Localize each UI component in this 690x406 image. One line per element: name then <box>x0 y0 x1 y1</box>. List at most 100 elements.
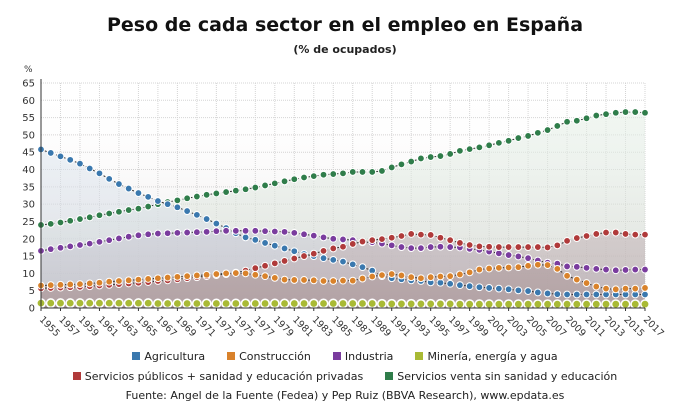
data-point[interactable] <box>358 237 367 246</box>
data-point[interactable] <box>601 299 612 310</box>
data-point[interactable] <box>571 299 582 310</box>
data-point[interactable] <box>319 233 328 242</box>
data-point[interactable] <box>348 260 357 269</box>
data-point[interactable] <box>533 260 542 269</box>
data-point[interactable] <box>464 299 475 310</box>
data-point[interactable] <box>85 213 94 222</box>
data-point[interactable] <box>387 163 396 172</box>
data-point[interactable] <box>543 289 552 298</box>
data-point[interactable] <box>280 275 289 284</box>
data-point[interactable] <box>319 254 328 263</box>
data-point[interactable] <box>563 117 571 126</box>
data-point[interactable] <box>417 154 425 163</box>
data-point[interactable] <box>582 232 591 240</box>
data-point[interactable] <box>407 157 416 166</box>
data-point[interactable] <box>319 277 328 285</box>
data-point[interactable] <box>465 241 474 249</box>
data-point[interactable] <box>641 290 649 299</box>
data-point[interactable] <box>542 299 553 310</box>
data-point[interactable] <box>435 298 446 309</box>
data-point[interactable] <box>474 299 485 310</box>
data-point[interactable] <box>251 235 260 244</box>
data-point[interactable] <box>641 284 649 292</box>
data-point[interactable] <box>543 261 552 269</box>
data-point[interactable] <box>620 299 631 310</box>
data-point[interactable] <box>348 276 357 285</box>
data-point[interactable] <box>329 277 338 285</box>
data-point[interactable] <box>602 110 610 119</box>
data-point[interactable] <box>124 276 133 285</box>
data-point[interactable] <box>329 244 338 253</box>
data-point[interactable] <box>65 298 76 309</box>
data-point[interactable] <box>240 298 251 309</box>
data-point[interactable] <box>582 290 591 299</box>
data-point[interactable] <box>192 192 201 201</box>
data-point[interactable] <box>426 231 435 239</box>
data-point[interactable] <box>415 298 426 309</box>
data-point[interactable] <box>417 274 425 283</box>
data-point[interactable] <box>493 299 504 310</box>
data-point[interactable] <box>485 264 494 273</box>
data-point[interactable] <box>56 152 65 161</box>
data-point[interactable] <box>611 285 620 294</box>
data-point[interactable] <box>641 230 649 239</box>
data-point[interactable] <box>523 299 534 310</box>
data-point[interactable] <box>163 200 172 209</box>
data-point[interactable] <box>465 268 474 277</box>
data-point[interactable] <box>592 290 601 299</box>
data-point[interactable] <box>426 273 435 282</box>
data-point[interactable] <box>45 298 56 309</box>
data-point[interactable] <box>582 263 591 272</box>
data-point[interactable] <box>621 230 630 238</box>
data-point[interactable] <box>154 229 162 238</box>
data-point[interactable] <box>397 160 406 169</box>
data-point[interactable] <box>163 273 172 282</box>
data-point[interactable] <box>417 230 425 239</box>
data-point[interactable] <box>183 228 192 237</box>
data-point[interactable] <box>115 180 123 188</box>
data-point[interactable] <box>76 241 84 249</box>
data-point[interactable] <box>76 280 84 289</box>
data-point[interactable] <box>504 285 513 294</box>
data-point[interactable] <box>436 152 445 160</box>
data-point[interactable] <box>162 298 173 309</box>
data-point[interactable] <box>621 108 630 116</box>
data-point[interactable] <box>397 232 406 240</box>
data-point[interactable] <box>514 252 523 261</box>
data-point[interactable] <box>631 265 640 274</box>
data-point[interactable] <box>407 230 416 238</box>
data-point[interactable] <box>514 286 523 295</box>
data-point[interactable] <box>641 108 649 117</box>
data-point[interactable] <box>105 174 114 183</box>
data-point[interactable] <box>446 150 455 158</box>
data-point[interactable] <box>602 284 610 293</box>
data-point[interactable] <box>115 277 123 285</box>
data-point[interactable] <box>581 299 592 310</box>
data-point[interactable] <box>494 138 503 147</box>
data-point[interactable] <box>426 243 435 251</box>
data-point[interactable] <box>378 167 386 175</box>
data-point[interactable] <box>270 273 279 282</box>
data-point[interactable] <box>290 254 299 263</box>
data-point[interactable] <box>563 290 571 299</box>
data-point[interactable] <box>592 264 601 273</box>
data-point[interactable] <box>192 210 201 219</box>
data-point[interactable] <box>533 243 542 251</box>
data-point[interactable] <box>406 298 417 309</box>
data-point[interactable] <box>212 189 221 198</box>
data-point[interactable] <box>173 272 182 281</box>
data-point[interactable] <box>300 276 308 284</box>
data-point[interactable] <box>339 169 347 178</box>
data-point[interactable] <box>115 207 123 216</box>
data-point[interactable] <box>212 270 221 278</box>
data-point[interactable] <box>289 298 300 309</box>
data-point[interactable] <box>514 243 523 251</box>
data-point[interactable] <box>465 282 474 291</box>
data-point[interactable] <box>124 206 133 214</box>
data-point[interactable] <box>144 230 153 239</box>
data-point[interactable] <box>485 284 494 292</box>
data-point[interactable] <box>514 263 523 272</box>
data-point[interactable] <box>212 227 221 236</box>
data-point[interactable] <box>532 299 543 310</box>
data-point[interactable] <box>446 236 455 245</box>
